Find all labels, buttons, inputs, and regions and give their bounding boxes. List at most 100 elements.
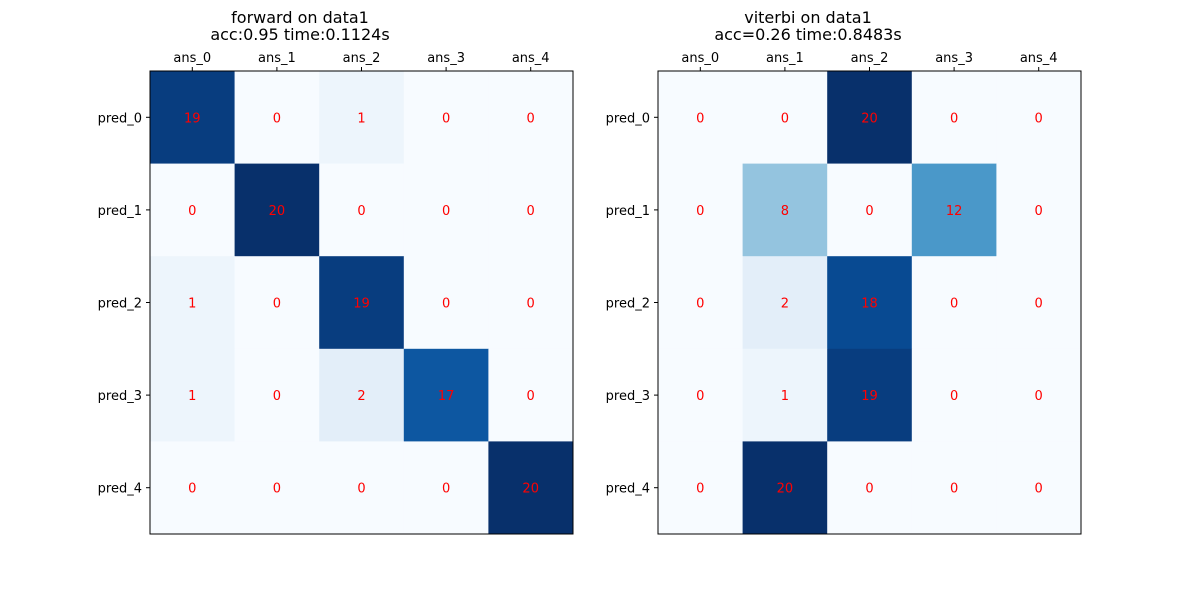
heatmap-cell	[911, 71, 997, 164]
heatmap-cell	[403, 163, 489, 257]
cell-value-label: 0	[696, 482, 704, 497]
heatmap-cell	[234, 163, 320, 257]
x-tick-label: ans_2	[851, 51, 889, 66]
heatmap-forward: 19 0 1 0 0 0 20 0 0 0 1 0 19 0 0 1 0 2 17 0 0 0 0 0 20 ans_0 ans_1…	[98, 51, 574, 535]
cell-value-label: 0	[1035, 389, 1043, 404]
heatmap-cell	[403, 71, 489, 164]
x-tick-label: ans_0	[173, 51, 211, 66]
cell-value-label: 0	[865, 482, 873, 497]
heatmap-cell	[234, 441, 320, 535]
cell-value-label: 0	[696, 297, 704, 312]
heatmap-cell	[996, 163, 1082, 257]
cell-value-label: 0	[357, 204, 365, 219]
cell-value-label: 0	[865, 204, 873, 219]
heatmap-cell	[827, 163, 913, 257]
cell-value-label: 0	[273, 389, 281, 404]
cell-value-label: 0	[527, 297, 535, 312]
cell-value-label: 0	[696, 389, 704, 404]
cell-value-label: 20	[861, 111, 878, 126]
heatmap-cell	[658, 441, 743, 535]
y-tick-label: pred_0	[98, 111, 142, 126]
cell-value-label: 0	[273, 297, 281, 312]
heatmap-cell	[150, 163, 235, 257]
cell-value-label: 0	[696, 204, 704, 219]
x-tick-label: ans_3	[935, 51, 973, 66]
cell-value-label: 2	[781, 297, 789, 312]
cell-value-label: 0	[950, 297, 958, 312]
cell-value-label: 0	[357, 482, 365, 497]
heatmap-cell	[996, 441, 1082, 535]
heatmap-cell	[658, 348, 743, 442]
heatmap-cell	[488, 256, 574, 350]
heatmap-cell	[827, 71, 913, 164]
heatmap-cell	[996, 348, 1082, 442]
heatmap-cell	[658, 71, 743, 164]
cell-value-label: 0	[442, 482, 450, 497]
cell-value-label: 20	[522, 482, 539, 497]
y-tick-label: pred_4	[606, 482, 650, 497]
cell-value-label: 0	[696, 111, 704, 126]
heatmap-cell	[150, 348, 235, 442]
cell-value-label: 0	[950, 482, 958, 497]
y-tick-label: pred_2	[606, 297, 650, 312]
cell-value-label: 0	[442, 204, 450, 219]
cell-value-label: 18	[861, 297, 878, 312]
x-tick-label: ans_3	[427, 51, 465, 66]
cell-value-label: 0	[1035, 297, 1043, 312]
heatmap-cell	[150, 256, 235, 350]
x-tick-label: ans_4	[512, 51, 550, 66]
heatmap-cell	[319, 441, 405, 535]
cell-value-label: 20	[269, 204, 286, 219]
y-tick-label: pred_0	[606, 111, 650, 126]
cell-value-label: 0	[273, 482, 281, 497]
heatmap-cell	[911, 441, 997, 535]
x-tick-label: ans_1	[258, 51, 296, 66]
heatmap-cell	[827, 348, 913, 442]
cell-value-label: 0	[188, 204, 196, 219]
y-tick-label: pred_4	[98, 482, 142, 497]
cell-value-label: 0	[527, 389, 535, 404]
heatmap-cell	[742, 163, 828, 257]
cell-value-label: 0	[442, 111, 450, 126]
cell-value-label: 1	[357, 111, 365, 126]
cell-value-label: 0	[950, 389, 958, 404]
y-tick-label: pred_3	[98, 389, 142, 404]
cell-value-label: 0	[1035, 482, 1043, 497]
heatmap-cell	[742, 441, 828, 535]
chart-title-line1: forward on data1	[231, 8, 369, 27]
cell-value-label: 0	[442, 297, 450, 312]
heatmap-cell	[742, 256, 828, 350]
chart-title-line2: acc=0.26 time:0.8483s	[714, 25, 902, 44]
cell-value-label: 0	[1035, 111, 1043, 126]
heatmap-panel-viterbi: viterbi on data1 acc=0.26 time:0.8483s 0…	[508, 0, 1108, 600]
heatmap-cell	[150, 441, 235, 535]
heatmap-cell	[742, 71, 828, 164]
heatmap-cell	[319, 71, 405, 164]
chart-title-line1: viterbi on data1	[744, 8, 872, 27]
x-tick-label: ans_4	[1020, 51, 1058, 66]
cell-value-label: 17	[438, 389, 455, 404]
heatmap-panel-forward: forward on data1 acc:0.95 time:0.1124s 1…	[98, 8, 574, 535]
heatmap-cell	[827, 256, 913, 350]
cell-value-label: 12	[946, 204, 963, 219]
heatmap-cell	[911, 256, 997, 350]
cell-value-label: 1	[781, 389, 789, 404]
heatmap-cell	[234, 71, 320, 164]
heatmap-cell	[488, 71, 574, 164]
x-tick-label: ans_2	[343, 51, 381, 66]
heatmap-cell	[658, 163, 743, 257]
x-tick-label: ans_0	[681, 51, 719, 66]
heatmap-cell	[234, 256, 320, 350]
heatmap-cell	[319, 348, 405, 442]
heatmap-cell	[996, 71, 1082, 164]
cell-value-label: 19	[353, 297, 370, 312]
cell-value-label: 0	[188, 482, 196, 497]
heatmap-cell	[403, 441, 489, 535]
heatmap-cell	[403, 348, 489, 442]
cell-value-label: 0	[781, 111, 789, 126]
cell-value-label: 0	[527, 111, 535, 126]
cell-value-label: 0	[1035, 204, 1043, 219]
heatmap-cell	[742, 348, 828, 442]
cell-value-label: 0	[950, 111, 958, 126]
heatmap-cell	[996, 256, 1082, 350]
